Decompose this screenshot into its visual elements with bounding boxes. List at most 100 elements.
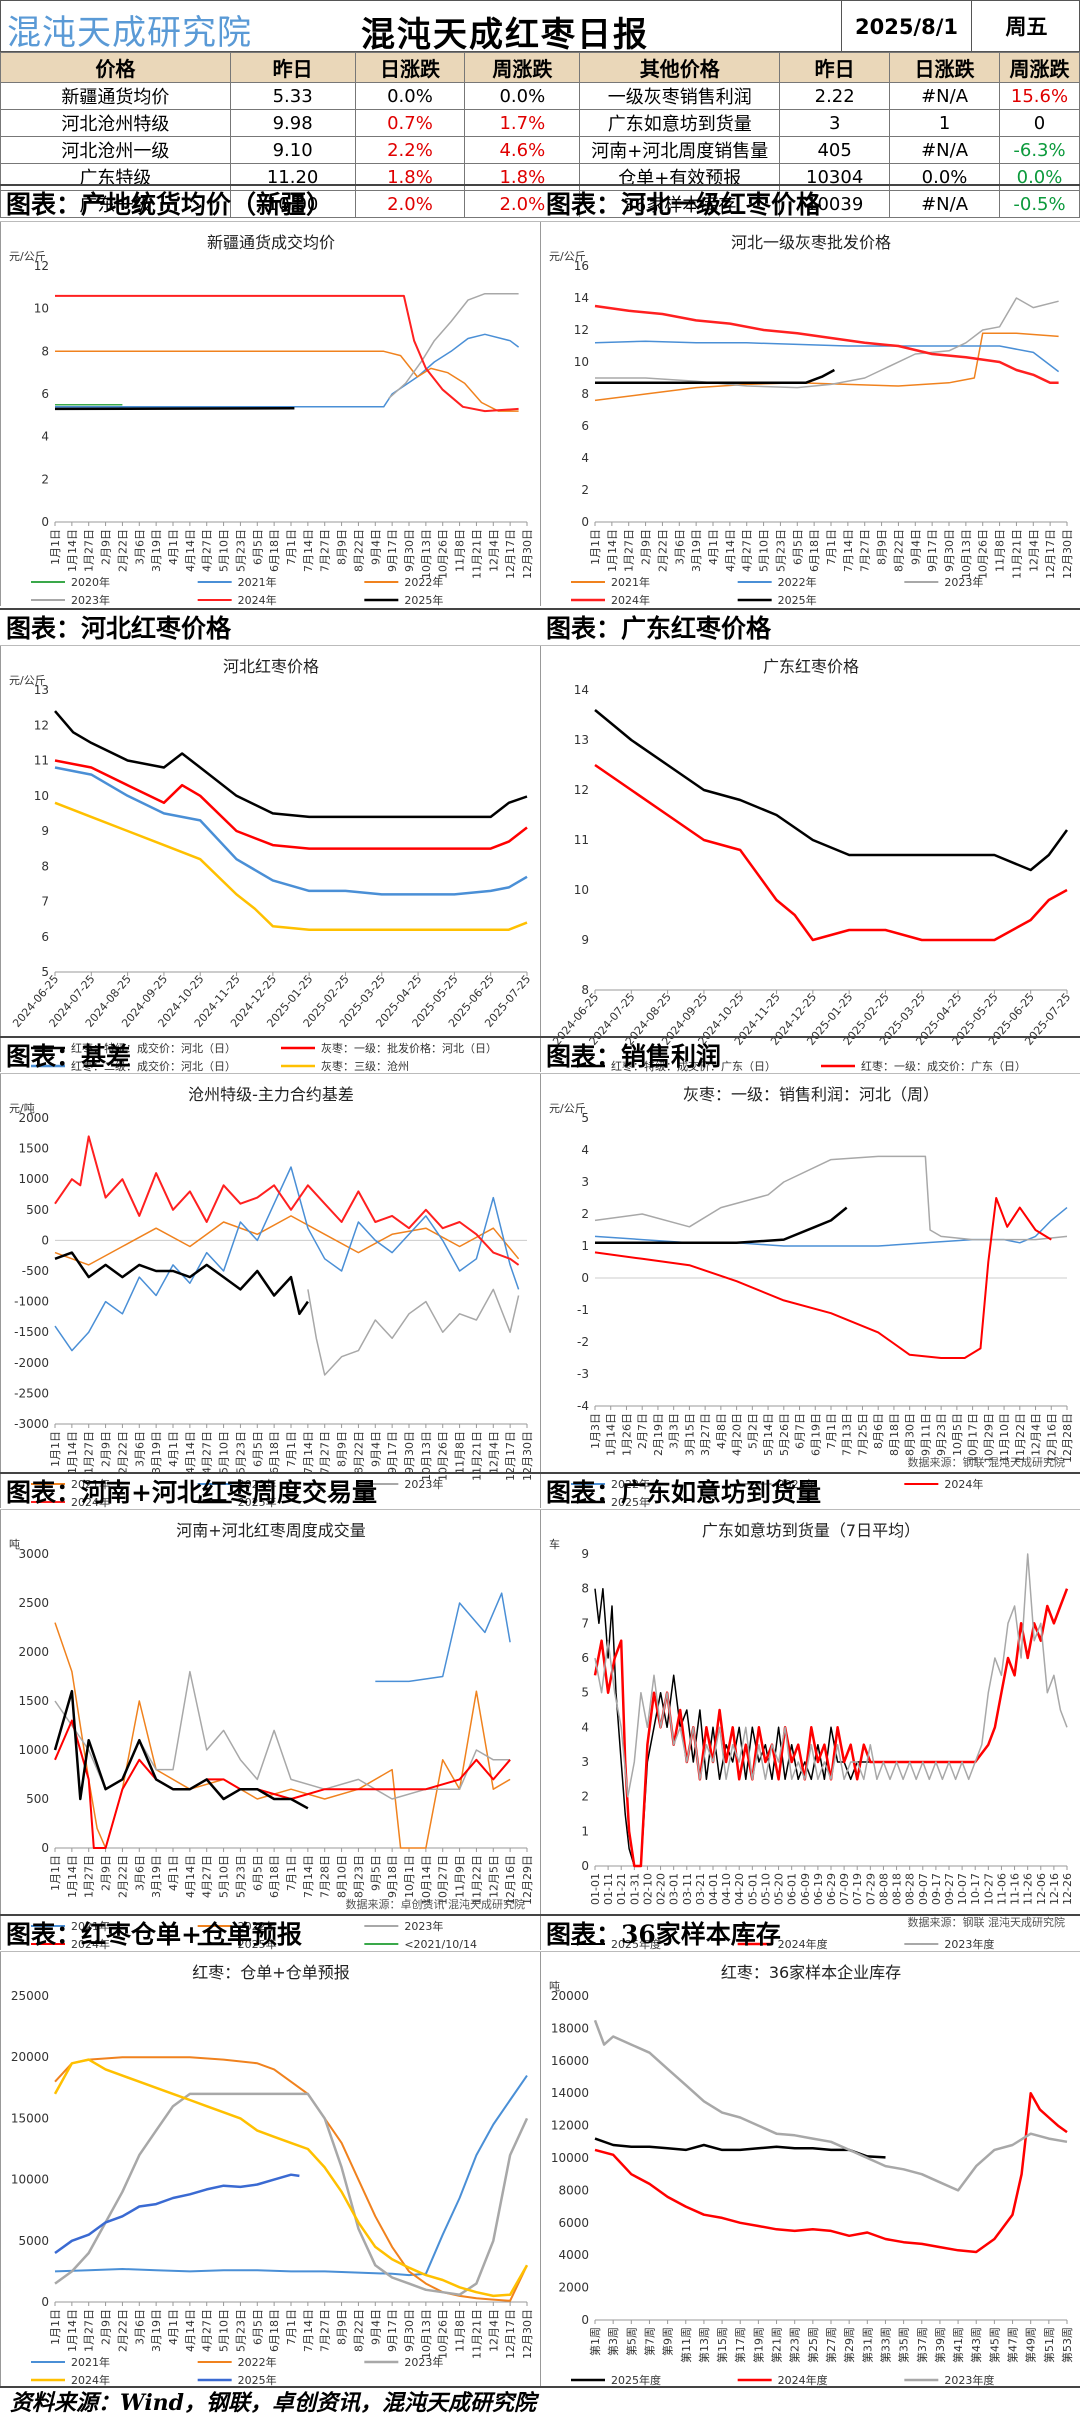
y-tick-label: 2 [581,483,589,497]
y-tick-label: 13 [574,733,589,747]
x-tick-label: 10-17 [969,1873,982,1905]
x-tick-label: 7月1日 [285,2309,298,2345]
x-tick-label: 9月30日 [403,529,416,572]
x-tick-label: 4月14日 [184,2309,197,2352]
x-tick-label: 4月1日 [167,1431,180,1467]
x-tick-label: 6月5日 [251,2309,264,2345]
y-tick-label: 1000 [18,1743,49,1757]
y-tick-label: 1500 [18,1142,49,1156]
x-tick-label: 3月19日 [150,2309,163,2352]
line-chart: 红枣：仓单+仓单预报 0 5000 10000 15000 20000 25000 1月1日 1… [11,1963,534,2387]
legend-label: 2022年 [404,575,443,589]
column-header: 昨日 [229,52,356,83]
line-chart: 河北红枣价格元/公斤56789101112132024-06-252024-07… [9,657,533,1073]
y-tick-label: 8 [581,1582,589,1596]
chart-panel: 图表：河南+河北红枣周度交易量 河南+河北红枣周度成交量吨 0 500 1000 1500… [0,1472,540,1951]
legend-label: 2025年度 [611,2373,661,2386]
x-tick-label: 7月14日 [302,529,315,572]
table-cell: 1 [889,109,1000,137]
chart-title: 广东红枣价格 [763,657,859,676]
table-cell: 仓单+有效预报 [579,163,781,191]
x-tick-label: 10月13日 [420,1431,433,1481]
chart-area: 河南+河北红枣周度成交量吨 0 500 1000 1500 2000 2500 3000 1月1… [0,1510,540,1951]
y-tick-label: -2000 [14,1356,49,1370]
x-tick-label: 3月15日 [683,1413,696,1456]
y-tick-label: 9 [581,933,589,947]
x-tick-label: 第51周 [1042,2327,1056,2363]
y-tick-label: 1000 [18,1172,49,1186]
x-tick-label: 12月17日 [504,1431,517,1481]
x-tick-label: 3月19日 [150,1855,163,1898]
y-tick-label: -1500 [14,1325,49,1339]
chart-area: 广东如意坊到货量（7日平均） 车 0 1 2 3 4 5 6 7 8 9 01-01 01-11 01-21… [540,1510,1080,1951]
table-cell: 0.0% [354,82,466,110]
y-tick-label: 4 [581,451,589,465]
y-tick-label: 12 [574,783,589,797]
series-line [594,2091,1068,2254]
y-tick-label: 10 [574,355,589,369]
chart-area: 广东红枣价格 8 9 10 11 12 13 14 2024-06-25 2024-07-25 20… [540,646,1080,1073]
series-line [593,2019,1068,2192]
x-tick-label: 7月27日 [319,2309,332,2352]
series-line [55,333,520,408]
y-tick-label: 5 [41,965,49,979]
legend-label: 2024年 [611,593,650,606]
series-line [54,801,528,931]
x-tick-label: 2月9日 [100,1855,113,1891]
x-tick-label: 1月27日 [83,1431,96,1474]
x-tick-label: 6月5日 [791,529,804,565]
legend-label: 红枣：一级：成交价：广东（日） [861,1059,1026,1072]
x-tick-label: 8月30日 [904,1413,917,1456]
x-tick-label: 3月19日 [150,1431,163,1474]
y-tick-label: -1 [577,1303,589,1317]
panel-title: 图表：36家样本库存 [540,1914,1080,1952]
x-tick-label: 4月8日 [715,1413,728,1449]
chart-title: 红枣：36家样本企业库存 [721,1963,901,1982]
x-tick-label: 09-07 [917,1873,930,1905]
x-tick-label: 7月14日 [842,529,855,572]
brand-logo: 混沌天成研究院 [7,5,257,53]
x-tick-label: 6月19日 [809,1413,822,1456]
y-tick-label: 0 [41,1841,49,1855]
legend-label: 2020年 [71,575,110,589]
chart-panel: 图表：36家样本库存红枣：36家样本企业库存吨 0 2000 4000 6000 8000… [540,1914,1080,2387]
legend-label: 2022年 [238,1477,277,1491]
y-tick-label: 25000 [11,1989,49,2003]
y-tick-label: 4 [41,430,49,444]
table-row: 广东一级 10.00 2.0% 2.0% 36家样本库存 10039 #N/A -0.5% [0,190,1080,218]
x-tick-label: 08-08 [877,1873,890,1905]
x-tick-label: 11月8日 [454,529,467,572]
series-line [388,292,519,399]
table-cell: 3 [779,109,891,137]
x-tick-label: 第9周 [661,2327,675,2356]
x-tick-label: 10-07 [956,1873,969,1905]
logo-text: 混沌天成研究院 [7,13,252,53]
y-tick-label: 2500 [18,1596,49,1610]
x-tick-label: 7月1日 [285,1431,298,1467]
x-tick-label: 12月16日 [1045,1413,1058,1463]
panel-title: 图表：河北红枣价格 [0,608,540,646]
x-tick-label: 4月1日 [167,529,180,565]
x-tick-label: 1月1日 [49,1431,62,1467]
table-cell: 1.7% [464,109,581,137]
x-tick-label: 第29周 [842,2327,856,2363]
x-tick-label: 05-01 [746,1873,759,1905]
legend-label: 2022年 [238,1919,277,1933]
x-tick-label: 7月25日 [856,1413,869,1456]
series-line [54,1135,520,1266]
x-tick-label: 10月14日 [420,1855,433,1905]
y-tick-label: 10 [34,789,49,803]
x-tick-label: 10月26日 [977,529,990,579]
x-tick-label: 1月27日 [83,1855,96,1898]
y-tick-label: -4 [577,1399,589,1413]
x-tick-label: 5月23日 [234,1855,247,1898]
x-tick-label: 12月16日 [504,1855,517,1905]
x-tick-label: 6月18日 [808,529,821,572]
y-tick-label: 14000 [551,2086,589,2100]
x-tick-label: 1月14日 [66,1431,79,1474]
x-tick-label: 01-21 [615,1873,628,1905]
y-tick-label: 9 [41,824,49,838]
